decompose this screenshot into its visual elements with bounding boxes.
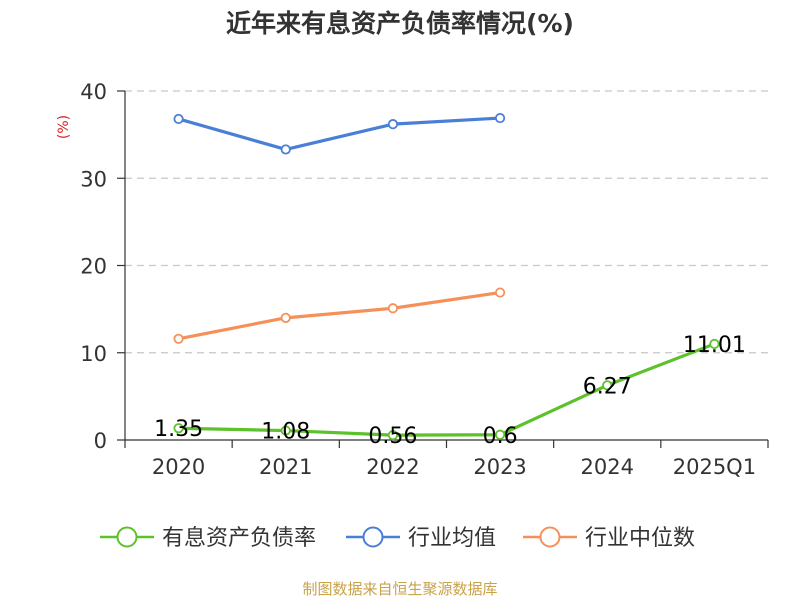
data-point xyxy=(387,430,399,441)
x-tick-label: 2024 xyxy=(581,455,634,479)
chart-title: 近年来有息资产负债率情况(%) xyxy=(226,9,574,38)
data-label: 0.56 xyxy=(368,424,417,449)
data-labels: 1.35 1.08 0.56 0.6 6.27 11.01 xyxy=(154,333,746,449)
y-axis-unit-label: (%) xyxy=(56,115,72,139)
legend-marker xyxy=(362,526,384,548)
x-tick-label: 2023 xyxy=(473,455,526,479)
series-line-1 xyxy=(178,116,501,152)
x-tick-label: 2021 xyxy=(259,455,312,479)
y-tick-label: 40 xyxy=(80,80,107,104)
data-point xyxy=(494,429,506,440)
x-tick-label: 2020 xyxy=(152,455,205,479)
y-tick-label: 30 xyxy=(80,167,107,191)
data-point xyxy=(280,425,291,436)
legend: 有息资产负债率 行业均值 行业中位数 xyxy=(100,526,695,551)
data-point xyxy=(387,119,399,130)
x-tick-label: 2022 xyxy=(366,455,419,479)
data-point xyxy=(173,333,184,344)
legend-marker xyxy=(116,526,138,548)
data-label: 1.35 xyxy=(154,417,203,442)
series-line-0 xyxy=(178,342,715,437)
series-lines xyxy=(173,112,720,441)
data-point xyxy=(280,312,291,323)
data-point xyxy=(602,380,613,391)
data-point xyxy=(494,287,506,298)
data-label: 6.27 xyxy=(583,374,632,399)
data-point xyxy=(709,338,720,350)
series-line-2 xyxy=(178,290,501,341)
source-note: 制图数据来自恒生聚源数据库 xyxy=(302,580,498,598)
x-tick-label: 2025Q1 xyxy=(673,455,756,479)
data-point xyxy=(173,113,184,125)
y-tick-label: 20 xyxy=(80,255,107,279)
data-label: 1.08 xyxy=(261,420,310,445)
y-tick-label: 10 xyxy=(80,342,107,366)
legend-label: 行业均值 xyxy=(408,526,496,551)
legend-label: 行业中位数 xyxy=(585,526,695,551)
y-tick-label: 0 xyxy=(94,429,107,453)
data-point xyxy=(494,112,506,124)
data-label: 11.01 xyxy=(683,333,746,358)
data-point xyxy=(173,423,184,434)
legend-label: 有息资产负债率 xyxy=(162,526,316,551)
data-label: 0.6 xyxy=(483,424,518,449)
data-point xyxy=(280,144,291,155)
legend-marker xyxy=(539,526,561,548)
data-point xyxy=(387,303,399,314)
axes: 0 10 20 30 40 2020 2021 2022 2023 2024 2025Q1 xyxy=(80,80,769,479)
